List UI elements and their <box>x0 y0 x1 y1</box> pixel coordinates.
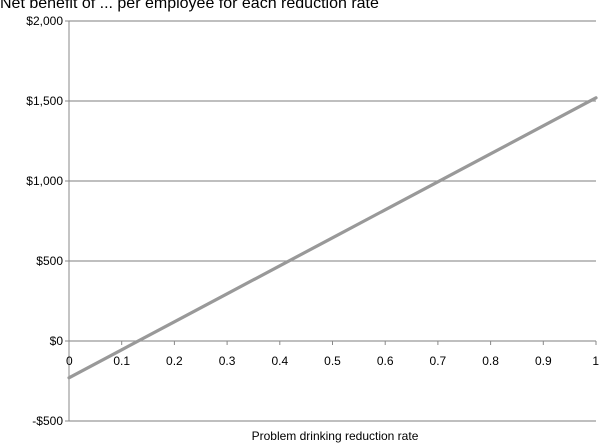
chart-title: Net benefit of ... per employee for each… <box>0 0 379 12</box>
x-tick-label: 0.9 <box>535 354 552 368</box>
y-tick-label: $1,000 <box>26 174 63 188</box>
x-axis-label: Problem drinking reduction rate <box>252 429 419 443</box>
x-tick-label: 0.5 <box>324 354 341 368</box>
series-group <box>67 96 598 380</box>
x-tick-label: 0.8 <box>482 354 499 368</box>
x-axis-ticks: 0 0.1 0.2 0.3 0.4 0.5 0.6 0.7 0.8 0.9 1 <box>66 341 599 368</box>
y-tick-label: $2,000 <box>26 14 63 28</box>
gridlines <box>69 20 596 422</box>
x-tick-label: 0.6 <box>377 354 394 368</box>
y-axis-ticks: -$500 $0 $500 $1,000 $1,500 $2,000 <box>26 14 69 428</box>
series-line <box>67 96 598 380</box>
y-tick-label: $500 <box>36 254 63 268</box>
x-tick-label: 1 <box>592 354 599 368</box>
y-tick-label: $0 <box>50 334 64 348</box>
x-tick-label: 0.2 <box>166 354 183 368</box>
x-tick-label: 0.7 <box>430 354 447 368</box>
y-tick-label: -$500 <box>32 414 63 428</box>
x-tick-label: 0.4 <box>271 354 288 368</box>
x-tick-label: 0 <box>66 354 73 368</box>
y-tick-label: $1,500 <box>26 94 63 108</box>
x-tick-label: 0.1 <box>113 354 130 368</box>
x-tick-label: 0.3 <box>219 354 236 368</box>
